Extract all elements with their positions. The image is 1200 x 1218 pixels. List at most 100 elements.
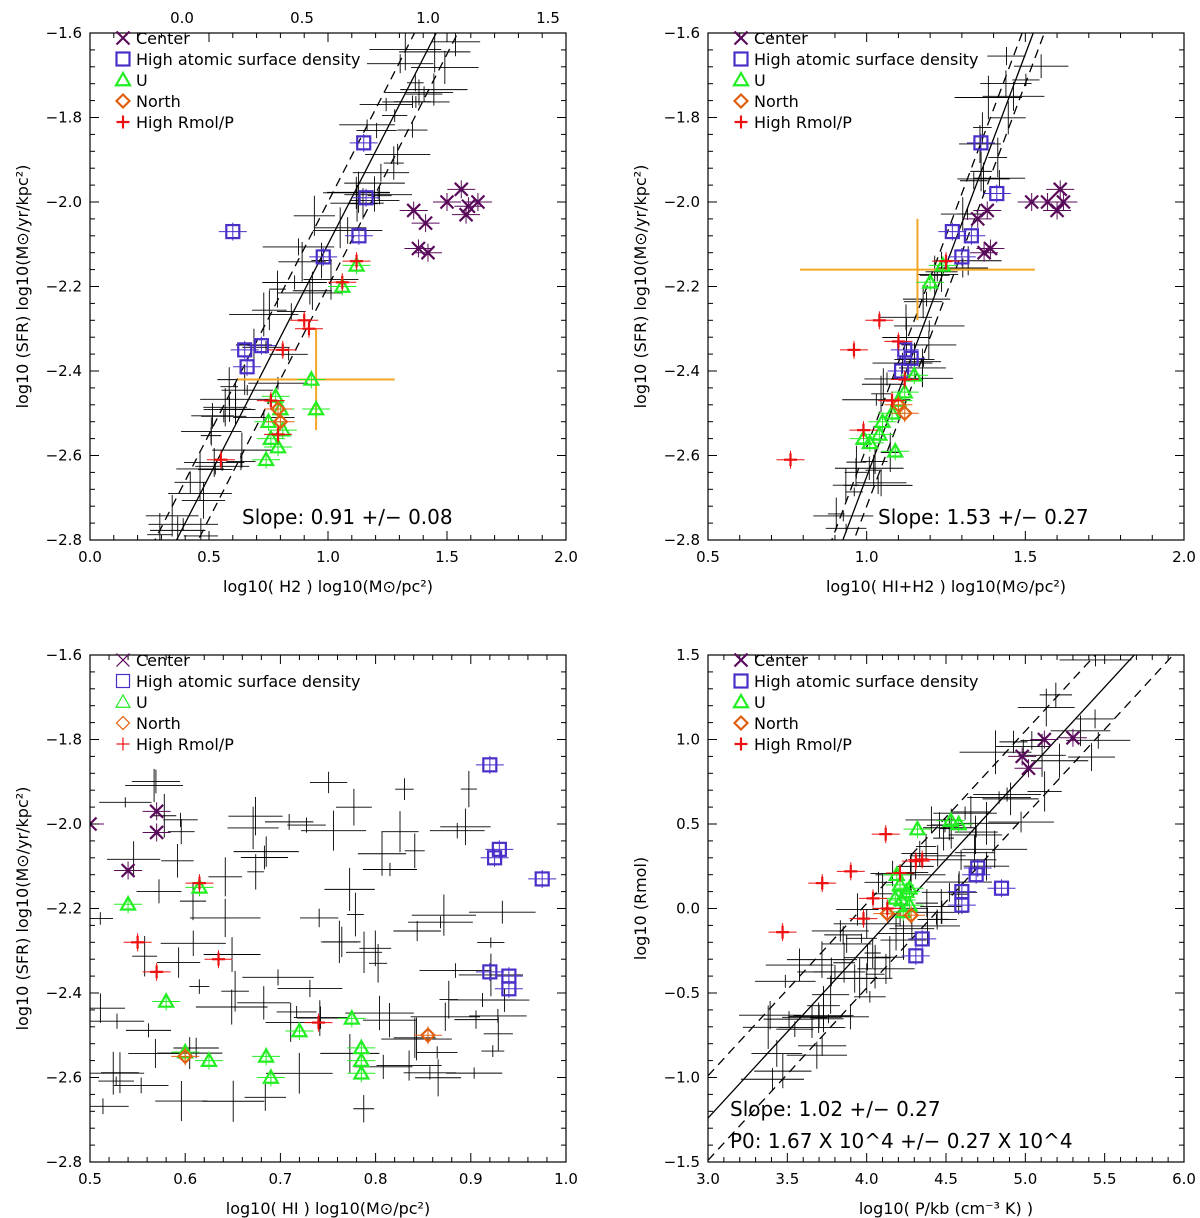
data-point: [119, 895, 137, 911]
x-tick-label: 4.5: [934, 1170, 958, 1188]
field-point: [957, 208, 978, 220]
field-point: [265, 1052, 333, 1094]
field-point: [861, 368, 905, 401]
field-point: [313, 217, 383, 244]
series-u: [114, 878, 376, 1087]
data-point: [350, 254, 364, 268]
field-point: [347, 892, 364, 937]
data-point: [257, 1047, 276, 1063]
data-point: [1024, 194, 1039, 210]
legend-label: U: [754, 71, 766, 90]
field-point: [755, 974, 816, 988]
data-point: [315, 249, 331, 265]
series-high-rmol-p: [206, 252, 371, 469]
field-point: [399, 33, 471, 73]
field-point: [311, 242, 332, 279]
series-high-rmol-p: [123, 874, 333, 1032]
legend: Center High atomic surface density U North H…: [114, 29, 361, 132]
field-point: [381, 1017, 452, 1061]
data-point: [856, 912, 870, 926]
field-point: [973, 170, 1026, 187]
data-point: [120, 863, 136, 878]
field-point: [813, 964, 857, 979]
field-point: [408, 916, 473, 929]
x-tick-label: 1.5: [435, 548, 459, 566]
data-point: [993, 880, 1010, 896]
y-tick-label: −2.8: [664, 531, 700, 549]
field-point: [477, 937, 505, 948]
data-point: [257, 450, 276, 467]
data-point: [903, 907, 920, 924]
data-point: [307, 399, 325, 416]
y-tick-label: −2.4: [46, 362, 82, 380]
field-point: [429, 822, 485, 839]
field-point: [479, 988, 530, 1012]
field-point: [155, 1080, 208, 1122]
data-point: [1065, 730, 1081, 746]
field-point: [1027, 771, 1062, 812]
legend-label: High atomic surface density: [754, 50, 979, 69]
field-point: [320, 920, 358, 964]
data-point: [870, 425, 889, 441]
data-point: [979, 203, 995, 218]
field-point: [264, 813, 314, 830]
field-point: [454, 1010, 498, 1029]
data-point: [90, 816, 98, 832]
field-point: [203, 388, 248, 427]
data-point: [351, 228, 367, 244]
field-point: [382, 109, 408, 122]
field-point: [229, 292, 299, 337]
y-tick-label: −1.8: [46, 109, 82, 127]
field-point: [739, 1000, 802, 1030]
data-point: [1037, 732, 1052, 747]
legend-label: U: [136, 71, 148, 90]
series-center: [399, 180, 492, 262]
field-point: [469, 900, 536, 924]
field-point: [812, 975, 850, 1014]
field-point: [125, 1023, 172, 1038]
series-center: [1008, 728, 1087, 778]
field-point: [1076, 709, 1114, 729]
field-point: [101, 1052, 139, 1094]
field-point: [854, 991, 886, 1003]
fit-bound-line: [708, 655, 1174, 1161]
data-point: [259, 412, 278, 429]
field-point: [163, 812, 198, 827]
field-point: [439, 980, 459, 1019]
legend-marker: [732, 70, 750, 87]
field-point: [406, 74, 424, 92]
field-point: [954, 801, 1019, 845]
data-point: [1021, 760, 1036, 776]
field-point: [262, 275, 327, 290]
data-point: [944, 223, 960, 240]
data-point: [898, 372, 912, 386]
field-point: [416, 1046, 458, 1059]
field-point: [415, 1059, 462, 1097]
data-point: [891, 334, 905, 348]
series-high-atomic-surface-density: [218, 133, 381, 376]
data-point: [342, 1009, 361, 1025]
field-point: [948, 815, 1003, 855]
field-point: [195, 989, 268, 1025]
legend-marker: [115, 715, 131, 731]
field-point: [845, 487, 863, 497]
field-point: [393, 1017, 436, 1058]
legend-label: High Rmol/P: [754, 113, 852, 132]
field-point: [901, 330, 957, 360]
panel-rmol-vs-pressure: 3.0 3.5 4.0 4.5 5.0 5.5 6.0 −1.5 −1.0 −0.5 0.0 0.5 1…: [631, 646, 1196, 1218]
legend-label: North: [754, 92, 799, 111]
y-tick-label: −2.0: [46, 193, 82, 211]
field-point: [798, 1035, 847, 1056]
field-point: [278, 241, 326, 282]
data-point: [290, 1021, 309, 1038]
legend-marker: [116, 653, 130, 667]
field-point: [247, 854, 265, 890]
ticks: [89, 654, 567, 1163]
data-point: [915, 852, 929, 866]
data-point: [847, 343, 861, 357]
data-point: [149, 825, 164, 840]
plot-area: [708, 655, 1174, 1161]
x-tick-label: 5.5: [1093, 1170, 1117, 1188]
field-point: [778, 1016, 846, 1038]
top-axis-label: 1.5: [536, 9, 560, 27]
